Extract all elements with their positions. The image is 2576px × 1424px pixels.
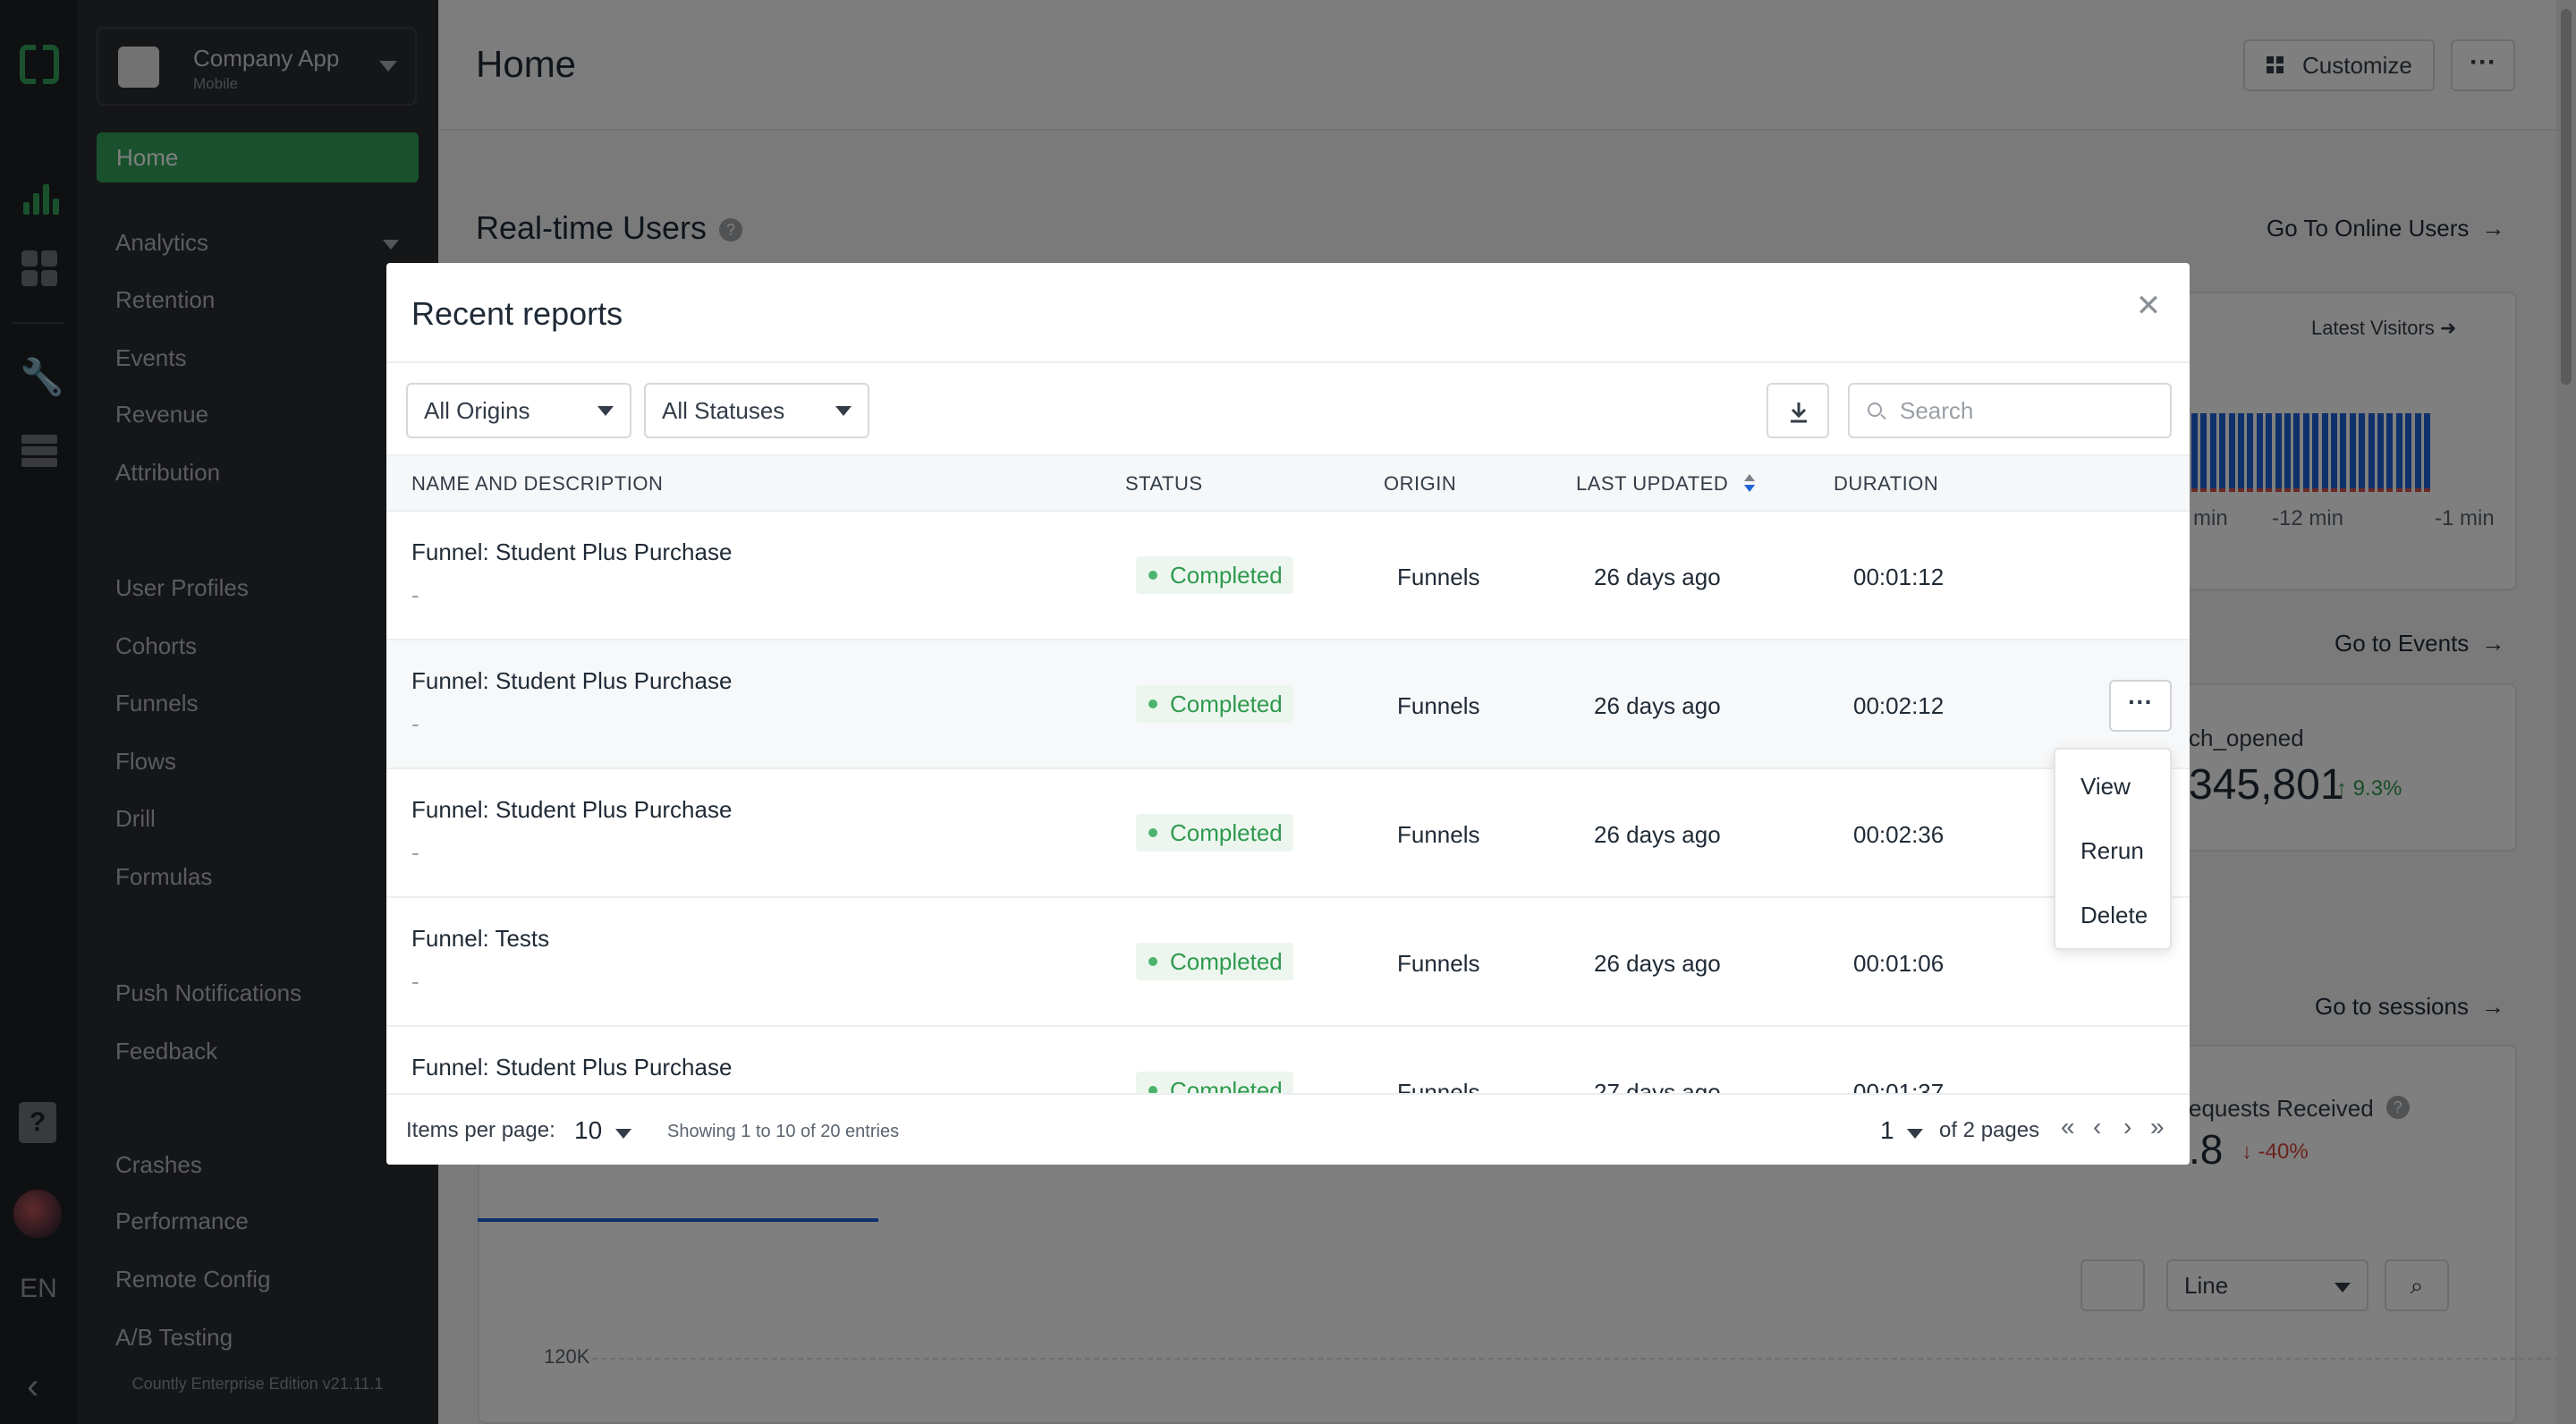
report-duration: 00:01:12 — [1853, 564, 1945, 590]
chevron-down-icon[interactable] — [615, 1129, 631, 1139]
row-actions-menu: View Rerun Delete — [2054, 748, 2172, 950]
next-page-icon[interactable]: › — [2123, 1113, 2132, 1140]
page-select[interactable]: 1 — [1880, 1116, 1894, 1144]
status-dot-icon — [1148, 957, 1157, 966]
items-per-page-select[interactable]: 10 — [574, 1116, 603, 1144]
status-badge: Completed — [1136, 943, 1293, 980]
report-origin: Funnels — [1397, 1079, 1480, 1093]
modal-title: Recent reports — [411, 295, 623, 332]
status-badge: Completed — [1136, 814, 1293, 852]
report-duration: 00:01:06 — [1853, 950, 1945, 977]
report-last-updated: 26 days ago — [1594, 692, 1721, 719]
column-header-origin[interactable]: ORIGIN — [1384, 472, 1457, 495]
table-header: NAME AND DESCRIPTION STATUS ORIGIN LAST … — [386, 454, 2190, 512]
search-input[interactable] — [1848, 383, 2172, 438]
reports-table-body: Funnel: Student Plus Purchase - Completed F… — [386, 512, 2190, 1093]
report-description: - — [411, 710, 419, 737]
table-row[interactable]: Funnel: Student Plus Purchase-CompletedF… — [386, 1027, 2190, 1093]
report-duration: 00:02:36 — [1853, 821, 1945, 848]
download-icon — [1791, 403, 1807, 423]
menu-item-delete[interactable]: Delete — [2080, 902, 2148, 928]
last-page-icon[interactable]: » — [2150, 1113, 2165, 1140]
chevron-down-icon — [597, 406, 614, 416]
close-icon[interactable]: ✕ — [2135, 289, 2162, 323]
menu-item-view[interactable]: View — [2080, 773, 2131, 800]
status-filter-select[interactable]: All Statuses — [644, 383, 869, 438]
report-duration: 00:02:12 — [1853, 692, 1945, 719]
report-description: - — [411, 968, 419, 995]
status-dot-icon — [1148, 1086, 1157, 1093]
column-header-duration[interactable]: DURATION — [1834, 472, 1939, 495]
pagination-footer: Items per page: 10 Showing 1 to 10 of 20… — [386, 1093, 2190, 1165]
report-origin: Funnels — [1397, 564, 1480, 590]
report-origin: Funnels — [1397, 821, 1480, 848]
report-last-updated: 26 days ago — [1594, 950, 1721, 977]
report-last-updated: 27 days ago — [1594, 1079, 1721, 1093]
report-last-updated: 26 days ago — [1594, 821, 1721, 848]
total-pages-text: of 2 pages — [1939, 1118, 2040, 1142]
report-name[interactable]: Funnel: Tests — [411, 925, 550, 952]
items-per-page-label: Items per page: — [406, 1118, 555, 1142]
report-name[interactable]: Funnel: Student Plus Purchase — [411, 667, 733, 694]
status-dot-icon — [1148, 571, 1157, 580]
row-more-button[interactable]: ··· — [2109, 680, 2172, 732]
report-origin: Funnels — [1397, 950, 1480, 977]
report-name[interactable]: Funnel: Student Plus Purchase — [411, 796, 733, 823]
recent-reports-modal: Recent reports ✕ All Origins All Statuse… — [386, 263, 2190, 1165]
showing-entries-text: Showing 1 to 10 of 20 entries — [667, 1122, 900, 1141]
menu-item-rerun[interactable]: Rerun — [2080, 837, 2144, 864]
download-button[interactable] — [1767, 383, 1829, 438]
chevron-down-icon[interactable] — [1907, 1129, 1923, 1139]
status-badge: Completed — [1136, 685, 1293, 723]
table-row[interactable]: Funnel: Tests - Completed Funnels 26 days ag… — [386, 898, 2190, 1027]
status-dot-icon — [1148, 699, 1157, 708]
report-duration: 00:01:37 — [1853, 1079, 1945, 1093]
report-origin: Funnels — [1397, 692, 1480, 719]
table-row[interactable]: Funnel: Student Plus Purchase - Completed F… — [386, 640, 2190, 769]
status-badge: Completed — [1136, 1072, 1293, 1093]
origin-filter-select[interactable]: All Origins — [406, 383, 631, 438]
report-description: - — [411, 839, 419, 866]
report-name[interactable]: Funnel: Student Plus Purchase — [411, 538, 733, 565]
table-row[interactable]: Funnel: Student Plus Purchase - Completed F… — [386, 769, 2190, 898]
search-icon — [1868, 403, 1882, 417]
sort-icon[interactable] — [1742, 472, 1757, 496]
table-row[interactable]: Funnel: Student Plus Purchase - Completed F… — [386, 512, 2190, 640]
first-page-icon[interactable]: « — [2061, 1113, 2075, 1140]
report-name[interactable]: Funnel: Student Plus Purchase — [411, 1054, 733, 1081]
prev-page-icon[interactable]: ‹ — [2093, 1113, 2102, 1140]
report-last-updated: 26 days ago — [1594, 564, 1721, 590]
column-header-last-updated[interactable]: LAST UPDATED — [1576, 472, 1729, 495]
modal-header: Recent reports ✕ — [386, 263, 2190, 363]
column-header-name[interactable]: NAME AND DESCRIPTION — [411, 472, 664, 495]
status-badge: Completed — [1136, 556, 1293, 594]
status-dot-icon — [1148, 828, 1157, 837]
column-header-status[interactable]: STATUS — [1125, 472, 1203, 495]
chevron-down-icon — [835, 406, 852, 416]
report-description: - — [411, 581, 419, 608]
